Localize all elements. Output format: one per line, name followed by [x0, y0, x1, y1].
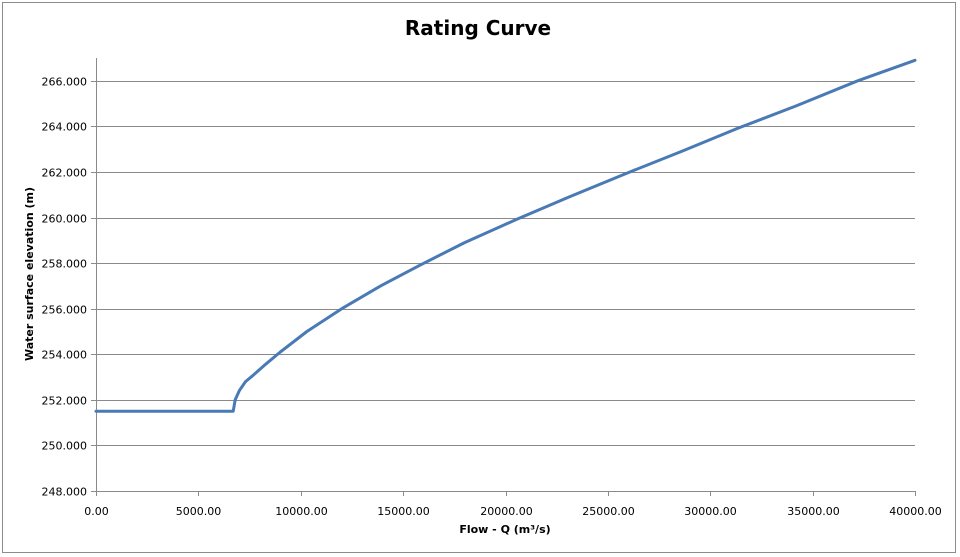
- y-tick-label: 256.000: [42, 304, 88, 317]
- x-tick-label: 25000.00: [582, 505, 635, 518]
- x-axis-label: Flow - Q (m³/s): [459, 523, 550, 536]
- x-tick-label: 30000.00: [684, 505, 737, 518]
- axes: [91, 58, 916, 496]
- chart-title: Rating Curve: [405, 16, 551, 40]
- rating-curve-line: [94, 58, 917, 413]
- x-tick-labels: 0.00 5000.00 10000.00 15000.00 20000.00 25000…: [84, 505, 942, 518]
- y-tick-label: 252.000: [42, 395, 88, 408]
- y-tick-label: 262.000: [42, 167, 88, 180]
- y-tick-label: 258.000: [42, 258, 88, 271]
- x-tick-label: 15000.00: [377, 505, 430, 518]
- y-tick-label: 248.000: [42, 486, 88, 499]
- x-tick-label: 20000.00: [480, 505, 533, 518]
- x-tick-label: 40000.00: [889, 505, 942, 518]
- y-tick-label: 266.000: [42, 76, 88, 89]
- x-tick-label: 10000.00: [275, 505, 328, 518]
- series-layer: [94, 58, 917, 413]
- y-tick-label: 264.000: [42, 121, 88, 134]
- y-axis-label: Water surface elevation (m): [23, 187, 36, 361]
- y-tick-labels: 248.000 250.000 252.000 254.000 256.000 258.0…: [42, 76, 88, 499]
- y-tick-label: 254.000: [42, 349, 88, 362]
- y-tick-label: 260.000: [42, 213, 88, 226]
- x-tick-label: 0.00: [84, 505, 109, 518]
- y-tick-label: 250.000: [42, 440, 88, 453]
- grid-lines: [96, 81, 915, 446]
- x-tick-label: 5000.00: [176, 505, 222, 518]
- x-tick-label: 35000.00: [787, 505, 840, 518]
